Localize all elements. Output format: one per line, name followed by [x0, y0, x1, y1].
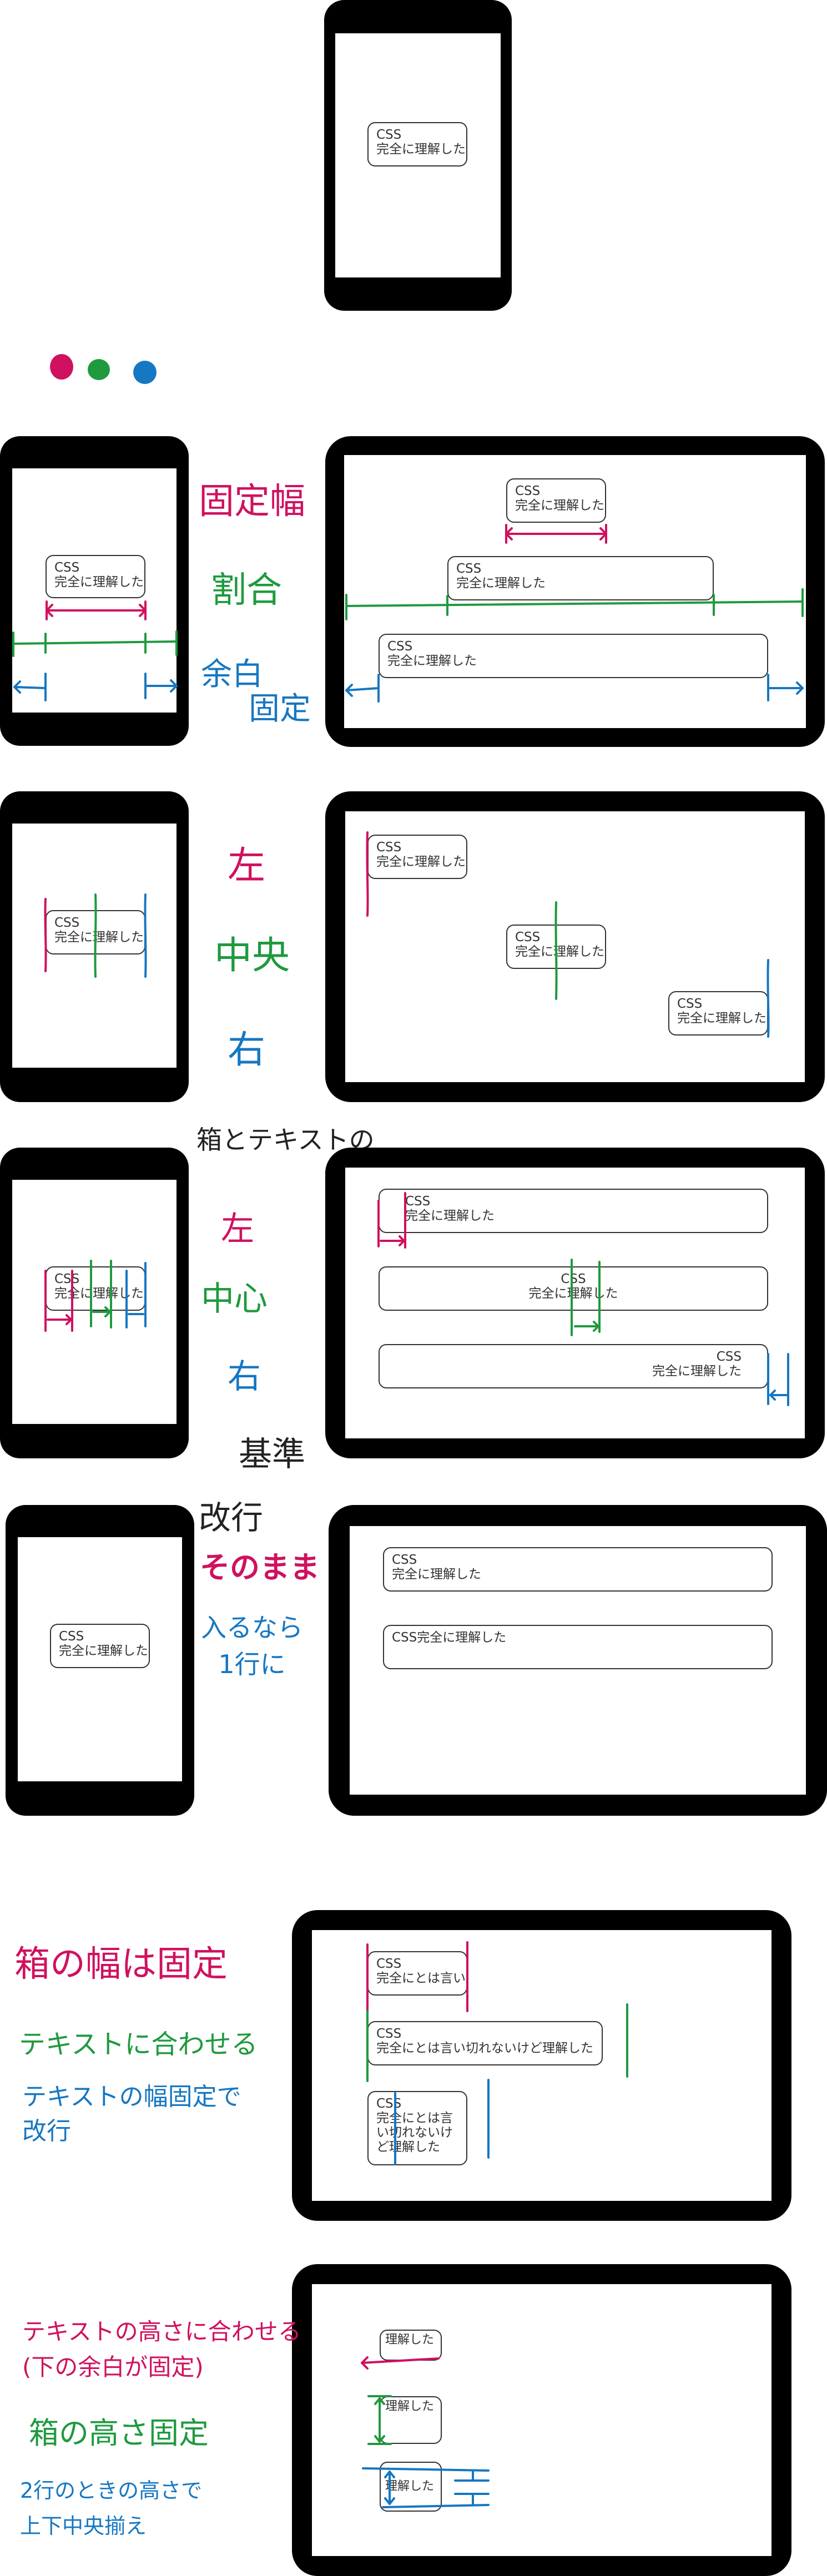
- label-two-line-height: 2行のときの高さで 上下中央揃え: [20, 2478, 203, 2538]
- css-box-4: CSS 完全に理解した: [46, 1266, 145, 1311]
- css-box-as-is: CSS 完全に理解した: [383, 1547, 773, 1592]
- css-box-fit-text: CSS 完全にとは言い切れないけど理解した: [367, 2021, 603, 2065]
- label-fit-text-height: テキストの高さに合わせる (下の余白が固定): [22, 2318, 301, 2381]
- css-box-wrapped: CSS 完全にとは言い切れないけど理解した: [367, 2091, 467, 2165]
- label-box-width-fixed: 箱の幅は固定: [14, 1944, 228, 1985]
- css-box-one-line: CSS完全に理解した: [383, 1625, 773, 1669]
- css-box-2: CSS 完全に理解した: [46, 555, 145, 598]
- label-fixed: 固定: [249, 691, 311, 727]
- label-left: 左: [228, 844, 266, 888]
- label-fixed-width: 固定幅: [199, 481, 305, 522]
- css-box-1: CSS 完全に理解した: [367, 122, 467, 166]
- label-ratio: 割合: [211, 570, 282, 611]
- label-center-2: 中心: [201, 1280, 268, 1319]
- green-dot: [88, 359, 110, 380]
- pink-dot: [50, 354, 73, 380]
- label-left-2: 左: [221, 1210, 254, 1249]
- label-line-break: 改行: [199, 1499, 264, 1537]
- label-one-line: 入るなら 1行に: [201, 1613, 303, 1679]
- css-box-left: CSS 完全に理解した: [367, 835, 467, 879]
- label-box-height-fixed: 箱の高さ固定: [29, 2416, 209, 2451]
- css-box-5: CSS 完全に理解した: [50, 1624, 150, 1668]
- css-box-ratio: CSS 完全に理解した: [447, 556, 714, 600]
- label-center: 中央: [214, 934, 290, 978]
- css-box-fixed-margin: CSS 完全に理解した: [379, 634, 768, 678]
- css-box-text-left: CSS 完全に理解した: [379, 1189, 768, 1233]
- blue-dot: [133, 361, 157, 384]
- css-box-text-center: CSS 完全に理解した: [379, 1266, 768, 1311]
- css-box-width-fixed: CSS 完全にとは言い切れないけど理解した: [367, 1951, 467, 1996]
- css-box-text-right: CSS 完全に理解した: [379, 1344, 768, 1388]
- label-text-width-fixed: テキストの幅固定で 改行: [22, 2083, 241, 2145]
- css-box-right: CSS 完全に理解した: [668, 991, 768, 1036]
- label-right-2: 右: [228, 1357, 261, 1396]
- label-right: 右: [228, 1028, 266, 1072]
- css-box-height-fit: 理解した: [380, 2330, 442, 2361]
- label-fit-text: テキストに合わせる: [19, 2029, 258, 2060]
- css-box-fixed-width: CSS 完全に理解した: [506, 478, 606, 523]
- label-as-is: そのまま: [200, 1550, 320, 1585]
- label-basis: 基準: [239, 1435, 305, 1474]
- label-margin: 余白: [201, 656, 263, 693]
